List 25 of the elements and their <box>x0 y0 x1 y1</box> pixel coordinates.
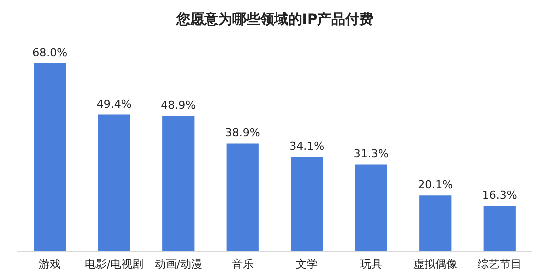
chart-title: 您愿意为哪些领域的IP产品付费 <box>175 11 374 28</box>
x-tick-label: 音乐 <box>232 258 254 271</box>
bar <box>162 116 195 251</box>
x-tick-label: 虚拟偶像 <box>414 258 458 271</box>
bar <box>226 144 259 251</box>
x-tick-label: 综艺节目 <box>478 258 522 271</box>
x-tick-label: 游戏 <box>39 258 62 271</box>
data-label: 34.1% <box>290 140 325 153</box>
bar <box>98 114 130 251</box>
data-label: 49.4% <box>96 98 132 111</box>
x-tick-label: 文学 <box>296 258 318 271</box>
x-tick-label: 动画/动漫 <box>154 258 202 271</box>
data-label: 20.1% <box>418 178 454 192</box>
bar <box>291 156 324 251</box>
data-label: 68.0% <box>32 46 68 60</box>
bar <box>484 206 516 251</box>
x-tick-label: 玩具 <box>360 258 382 271</box>
x-tick-label: 电影/电视剧 <box>85 258 144 271</box>
data-label: 16.3% <box>482 189 518 202</box>
data-label: 31.3% <box>354 148 389 161</box>
data-label: 38.9% <box>225 126 260 140</box>
bar <box>355 164 388 251</box>
bar <box>34 64 66 251</box>
bar <box>420 196 452 251</box>
data-label: 48.9% <box>161 99 196 112</box>
